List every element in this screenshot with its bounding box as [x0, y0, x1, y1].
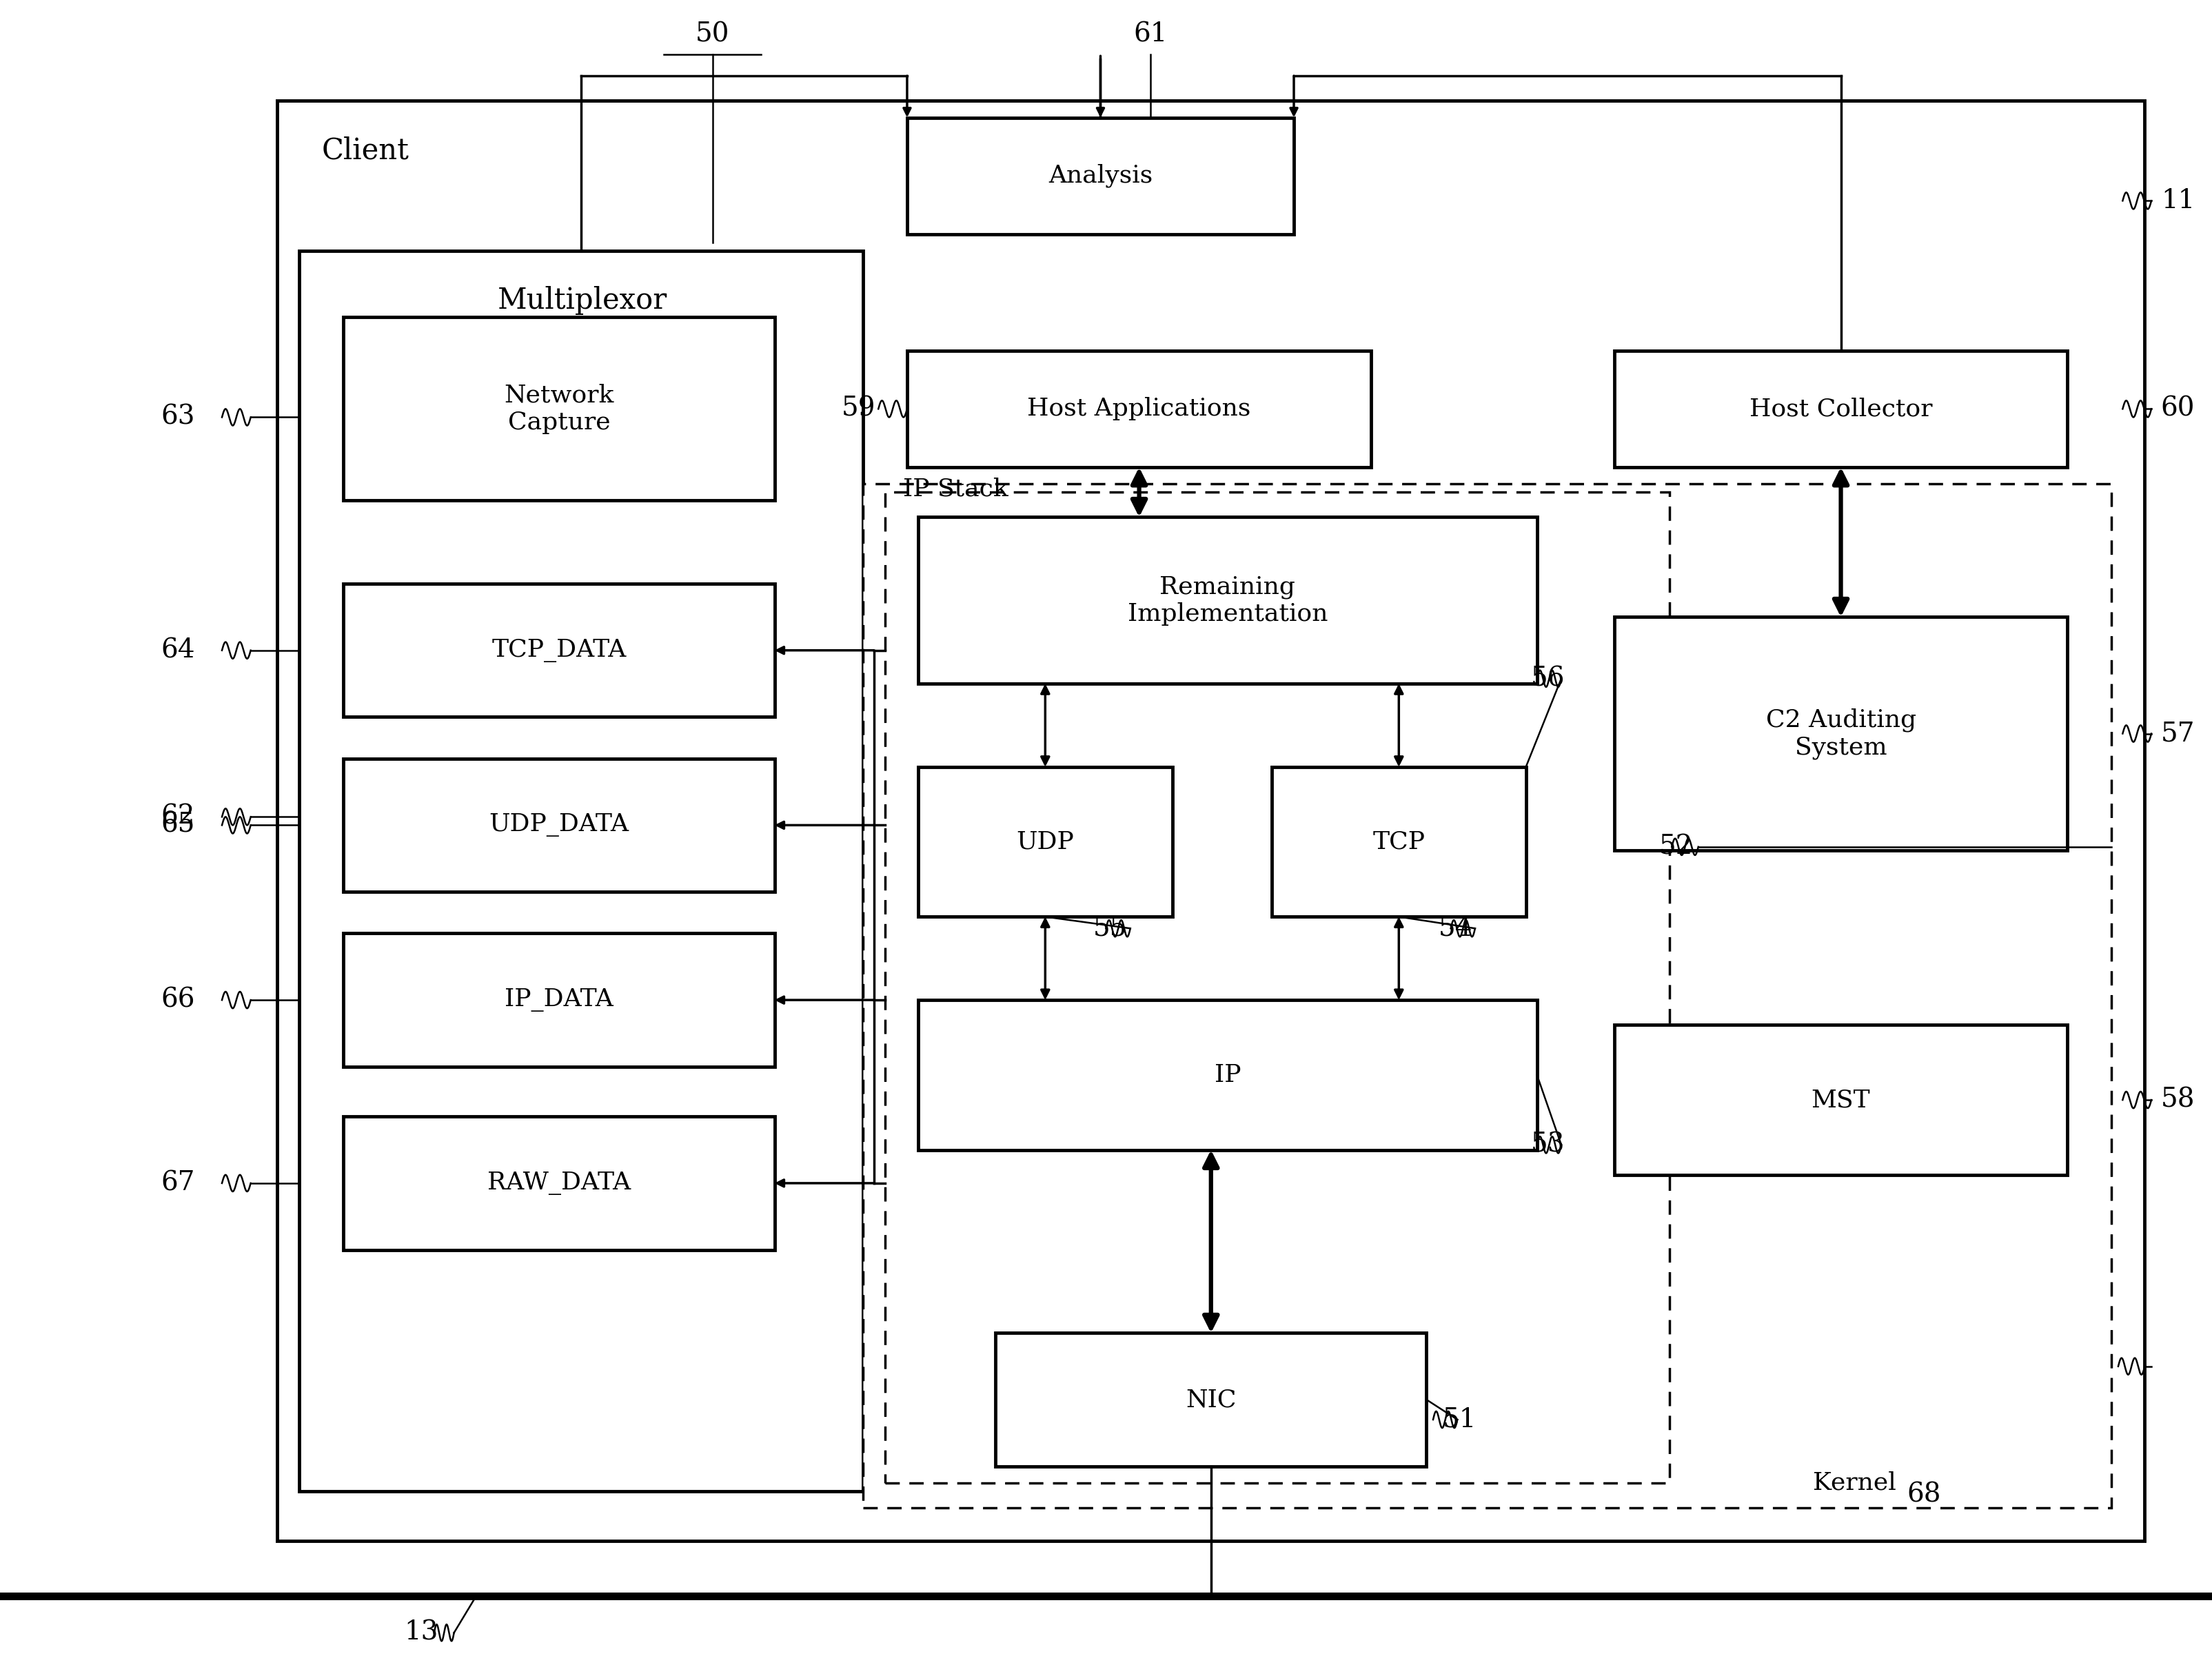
Text: 64: 64 — [161, 637, 195, 663]
Text: Kernel: Kernel — [1814, 1470, 1896, 1495]
Bar — [1615, 617, 2068, 850]
Text: Host Applications: Host Applications — [1026, 397, 1252, 420]
Bar — [1615, 350, 2068, 467]
Text: 52: 52 — [1659, 834, 1692, 860]
Bar — [907, 117, 1294, 233]
Bar — [995, 1334, 1427, 1467]
Bar — [343, 583, 774, 717]
Text: 65: 65 — [161, 812, 195, 839]
Bar — [907, 350, 1371, 467]
Text: 54: 54 — [1438, 915, 1473, 942]
Text: 56: 56 — [1531, 665, 1566, 692]
Text: Client: Client — [321, 137, 409, 165]
Text: TCP_DATA: TCP_DATA — [491, 638, 626, 662]
Text: 61: 61 — [1133, 22, 1168, 47]
Bar — [343, 758, 774, 892]
Bar — [1272, 767, 1526, 917]
Text: UDP: UDP — [1015, 830, 1075, 854]
Text: IP Stack: IP Stack — [902, 477, 1009, 500]
Text: Host Collector: Host Collector — [1750, 397, 1933, 420]
Text: MST: MST — [1812, 1089, 1871, 1112]
Text: C2 Auditing
System: C2 Auditing System — [1765, 708, 1916, 758]
Text: Remaining
Implementation: Remaining Implementation — [1128, 575, 1327, 625]
Text: IP_DATA: IP_DATA — [504, 989, 613, 1012]
Text: 11: 11 — [2161, 188, 2194, 213]
Bar — [276, 102, 2146, 1542]
Text: NIC: NIC — [1186, 1389, 1237, 1412]
Text: 53: 53 — [1531, 1132, 1566, 1157]
Bar — [343, 317, 774, 500]
Text: 67: 67 — [161, 1170, 195, 1195]
Bar — [885, 492, 1670, 1484]
Text: 60: 60 — [2161, 397, 2194, 422]
Text: 58: 58 — [2161, 1087, 2194, 1112]
Bar — [1615, 1025, 2068, 1175]
Bar — [918, 767, 1172, 917]
Text: 57: 57 — [2161, 720, 2194, 747]
Bar — [918, 1000, 1537, 1150]
Text: 59: 59 — [841, 397, 876, 422]
Bar — [918, 517, 1537, 683]
Bar — [299, 250, 863, 1492]
Text: Multiplexor: Multiplexor — [498, 287, 668, 315]
Text: 13: 13 — [405, 1620, 438, 1645]
Text: 66: 66 — [161, 987, 195, 1014]
Text: IP: IP — [1214, 1064, 1241, 1087]
Text: 51: 51 — [1442, 1407, 1478, 1432]
Bar — [343, 934, 774, 1067]
Text: 68: 68 — [1907, 1482, 1940, 1507]
Text: 50: 50 — [695, 22, 730, 47]
Bar — [343, 1117, 774, 1250]
Text: UDP_DATA: UDP_DATA — [489, 813, 628, 837]
Text: Analysis: Analysis — [1048, 163, 1152, 188]
Text: 62: 62 — [161, 803, 195, 830]
Text: Network
Capture: Network Capture — [504, 383, 615, 433]
Text: RAW_DATA: RAW_DATA — [487, 1172, 630, 1195]
Text: TCP: TCP — [1374, 830, 1425, 854]
Text: 63: 63 — [161, 405, 195, 430]
Bar — [863, 483, 2112, 1509]
Text: 55: 55 — [1093, 915, 1128, 942]
